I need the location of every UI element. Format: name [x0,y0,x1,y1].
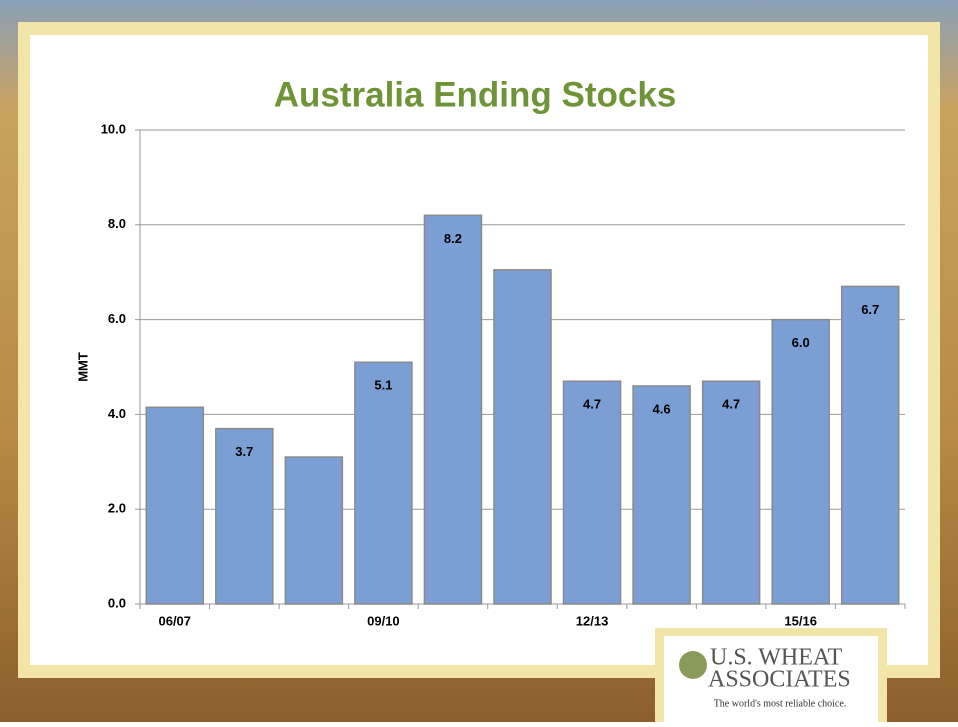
logo-line1: U.S. WHEAT [710,645,843,671]
chart-title: Australia Ending Stocks [274,75,677,114]
bar [423,214,483,605]
y-tick-label: 8.0 [108,216,126,231]
logo-line2: ASSOCIATES [708,667,851,693]
bar [354,361,413,605]
bar [284,456,344,605]
logo-box [664,636,878,722]
bar [632,385,691,605]
x-tick-label: 15/16 [784,613,817,628]
y-tick-label: 6.0 [108,311,126,326]
bar [145,406,205,605]
bar [771,318,830,605]
data-label: 8.2 [444,231,462,246]
bar [840,285,900,605]
x-tick-label: 12/13 [576,613,609,628]
data-label: 5.1 [374,378,392,393]
bar [562,380,622,605]
x-tick-label: 09/10 [367,613,400,628]
data-label: 4.7 [583,397,601,412]
data-label: 6.7 [861,302,879,317]
data-label: 3.7 [235,444,253,459]
bar [701,380,761,605]
y-tick-label: 10.0 [101,121,126,136]
bar [493,269,552,605]
y-tick-label: 0.0 [108,595,126,610]
logo-tagline: The world's most reliable choice. [714,698,847,709]
y-tick-label: 2.0 [108,501,126,516]
data-label: 6.0 [792,335,810,350]
logo-icon [679,651,707,679]
bar [215,427,274,605]
y-tick-label: 4.0 [108,406,126,421]
data-label: 4.7 [722,397,740,412]
y-axis-label: MMT [75,352,90,382]
x-tick-label: 06/07 [158,613,191,628]
data-label: 4.6 [653,401,671,416]
